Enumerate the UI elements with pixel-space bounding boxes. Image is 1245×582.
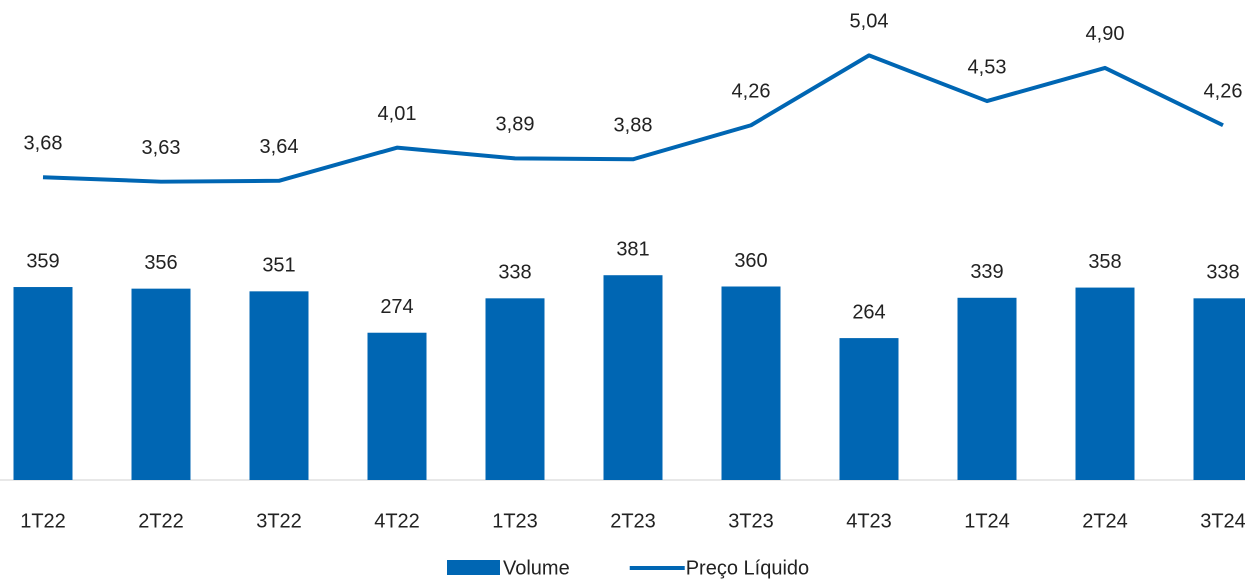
line-value-label: 3,88 [614,115,653,137]
bar [1193,298,1245,480]
x-tick-label: 3T22 [256,510,302,532]
line-value-label: 4,26 [1204,81,1243,103]
line-value-label: 3,89 [496,114,535,136]
line-value-label: 3,63 [142,137,181,159]
bar-value-label: 351 [262,255,295,277]
x-tick-label: 4T22 [374,510,420,532]
bar-value-label: 338 [1206,262,1239,284]
line-value-label: 5,04 [850,11,889,33]
legend-label: Preço Líquido [686,557,809,579]
bar-value-label: 381 [616,238,649,260]
x-tick-label: 3T24 [1200,510,1245,532]
x-tick-label: 2T24 [1082,510,1128,532]
bar-value-label: 264 [852,301,885,323]
x-tick-label: 2T23 [610,510,656,532]
bar [957,297,1017,480]
bar [367,332,427,480]
bar [603,275,663,480]
legend-swatch [447,560,500,575]
bar-value-label: 358 [1088,251,1121,273]
bar [721,286,781,480]
x-tick-label: 3T23 [728,510,774,532]
x-tick-label: 1T22 [20,510,66,532]
x-tick-label: 4T23 [846,510,892,532]
bar-value-label: 339 [970,261,1003,283]
bar [485,298,545,480]
bar-value-label: 356 [144,252,177,274]
bar [839,338,899,480]
bar [131,288,191,480]
line-value-label: 3,68 [24,132,63,154]
bar-value-label: 274 [380,296,413,318]
x-tick-label: 2T22 [138,510,184,532]
line-value-label: 3,64 [260,136,299,158]
line-value-label: 4,26 [732,81,771,103]
bar [1075,287,1135,480]
line [42,53,1224,184]
legend-label: Volume [503,557,570,579]
line-value-label: 4,01 [378,103,417,125]
x-tick-label: 1T23 [492,510,538,532]
line-value-label: 4,90 [1086,23,1125,45]
bar [249,291,309,480]
x-tick-label: 1T24 [964,510,1010,532]
bar [13,287,73,480]
line-value-label: 4,53 [968,56,1007,78]
bar-value-label: 360 [734,250,767,272]
bar-value-label: 338 [498,262,531,284]
bar-value-label: 359 [26,250,59,272]
